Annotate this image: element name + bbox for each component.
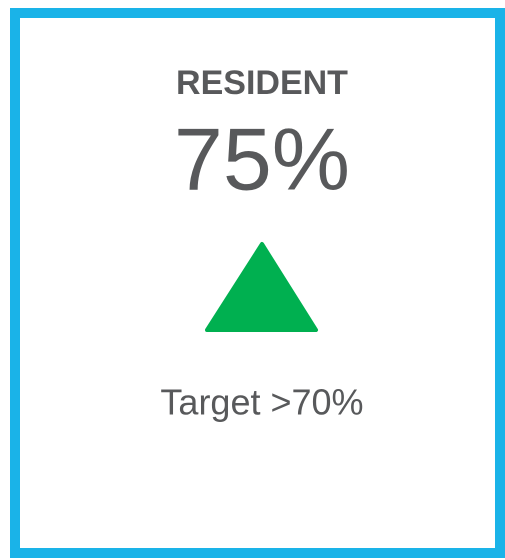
card-title: RESIDENT — [176, 64, 348, 102]
card-target: Target >70% — [160, 382, 363, 423]
up-arrow-icon — [205, 242, 318, 332]
card-value: 75% — [174, 109, 350, 208]
